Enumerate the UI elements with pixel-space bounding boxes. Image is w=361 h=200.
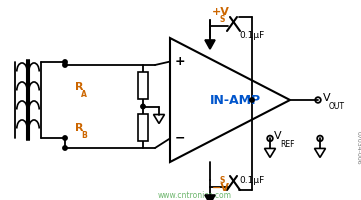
Circle shape — [63, 136, 67, 140]
Text: 0.1μF: 0.1μF — [239, 31, 264, 40]
Circle shape — [63, 60, 67, 64]
Text: B: B — [81, 131, 87, 140]
Circle shape — [63, 146, 67, 150]
Text: REF: REF — [280, 140, 295, 149]
Text: R: R — [75, 123, 83, 133]
Text: +: + — [175, 55, 185, 68]
Text: A: A — [81, 90, 87, 99]
Text: S: S — [220, 176, 225, 185]
Text: S: S — [220, 15, 225, 24]
Circle shape — [141, 104, 145, 109]
Text: V: V — [323, 93, 331, 103]
Text: +V: +V — [212, 7, 230, 17]
Bar — [138, 114, 148, 141]
Bar — [138, 72, 148, 99]
Polygon shape — [205, 195, 215, 200]
Text: V: V — [274, 131, 282, 141]
Text: www.cntronics.com: www.cntronics.com — [158, 192, 232, 200]
Text: OUT: OUT — [329, 102, 345, 111]
Polygon shape — [205, 40, 215, 49]
Text: −: − — [175, 132, 185, 145]
Circle shape — [250, 98, 254, 102]
Text: 0.1μF: 0.1μF — [239, 176, 264, 185]
Text: R: R — [75, 82, 83, 92]
Text: 07034-006: 07034-006 — [356, 131, 361, 165]
Text: −V: −V — [212, 183, 230, 193]
Text: IN-AMP: IN-AMP — [209, 94, 261, 106]
Circle shape — [63, 63, 67, 67]
